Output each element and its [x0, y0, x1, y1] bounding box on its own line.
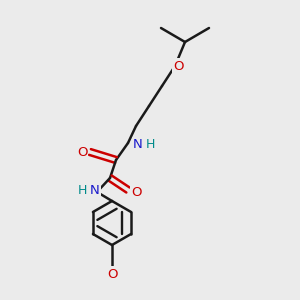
Text: H: H	[77, 184, 87, 196]
Text: O: O	[107, 268, 117, 281]
Text: H: H	[145, 139, 155, 152]
Text: N: N	[90, 184, 100, 196]
Text: N: N	[133, 139, 143, 152]
Text: O: O	[77, 146, 87, 158]
Text: O: O	[173, 59, 183, 73]
Text: O: O	[131, 185, 141, 199]
